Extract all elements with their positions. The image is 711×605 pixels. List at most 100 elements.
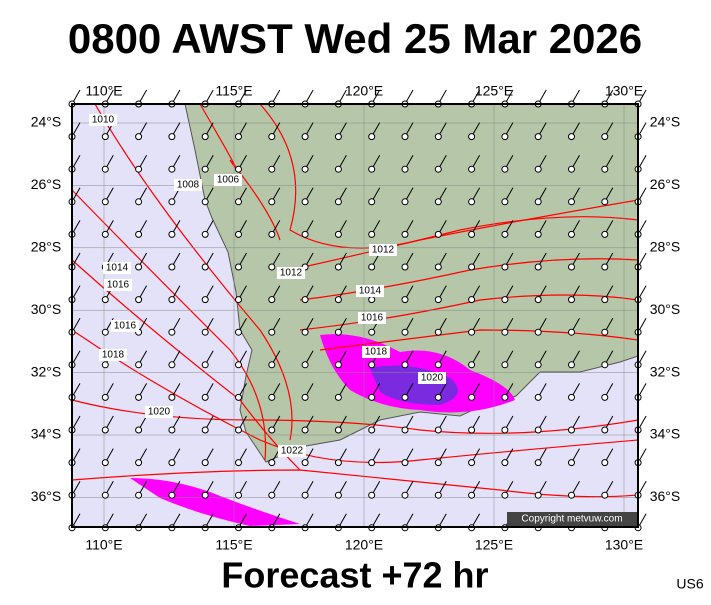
wind-station [235,361,242,369]
isobar-label-bg [103,262,131,274]
wind-station [534,296,542,304]
lon-label: 115°E [215,537,252,553]
isobar-label: 1016 [114,321,137,332]
wind-station [534,165,542,173]
wind-station [468,230,476,238]
wind-station [468,328,476,336]
isobar-label-bg [278,445,306,457]
wind-station [101,230,109,238]
isobar-label-bg [369,244,397,256]
wind-station [301,133,309,141]
wind-station [501,459,509,467]
wind-station [235,198,242,206]
wind-station [268,230,276,238]
title: 0800 AWST Wed 25 Mar 2026 [68,15,642,62]
wind-station [434,296,442,304]
wind-station [101,198,109,206]
lat-label: 30°S [650,301,681,317]
wind-station [368,133,376,141]
wind-station [268,459,276,467]
wind-station [301,491,309,499]
wind-station [401,459,409,467]
wind-station [501,198,509,206]
wind-station [101,491,109,499]
isobar-label-bg [104,279,132,291]
isobar-label: 1018 [365,347,388,358]
isobar-label-bg [277,267,305,279]
wind-station [235,296,242,304]
wind-station [601,491,609,499]
wind-station [468,165,476,173]
wind-station [601,328,609,336]
wind-station [401,393,409,401]
wind-station [568,230,575,238]
wind-station [601,198,609,206]
copyright: Copyright metvuw.com [521,514,622,525]
wind-station [434,133,442,141]
isobar-label: 1012 [280,268,303,279]
wind-station [534,263,542,271]
wind-station [334,133,342,141]
wind-station [368,328,376,336]
wind-station [334,361,342,369]
wind-station [135,165,143,173]
isobar-label-bg [214,174,242,186]
lon-label: 130°E [605,537,643,553]
lat-label: 26°S [31,176,62,192]
wind-station [468,459,476,467]
lat-label: 32°S [31,363,62,379]
wind-station [168,133,176,141]
wind-station [201,426,209,434]
wind-station [401,133,409,141]
wind-station [468,133,476,141]
wind-station [534,328,542,336]
wind-station [135,459,143,467]
wind-station [201,165,209,173]
wind-station [301,328,309,336]
wind-station [368,393,376,401]
wind-station [434,263,442,271]
wind-station [334,393,342,401]
wind-station [501,393,509,401]
wind-station [501,328,509,336]
isobar-label: 1012 [372,245,395,256]
wind-station [168,459,176,467]
wind-station [401,296,409,304]
wind-station [434,361,442,369]
wind-station [168,263,176,271]
isobar-label-bg [418,372,446,384]
wind-station [401,426,409,434]
isobar-label: 1008 [177,180,200,191]
wind-station [301,230,309,238]
wind-station [135,133,143,141]
wind-station [468,393,476,401]
wind-station [434,328,442,336]
wind-station [434,165,442,173]
wind-station [601,133,609,141]
wind-station [401,491,409,499]
lon-label: 120°E [345,83,383,99]
wind-station [334,328,342,336]
wind-station [268,165,276,173]
wind-station [534,491,542,499]
wind-station [268,393,276,401]
wind-station [101,133,109,141]
wind-station [334,165,342,173]
isobar-label-bg [99,349,127,361]
wind-station [568,198,575,206]
lat-label: 34°S [31,426,62,442]
wind-station [534,361,542,369]
wind-station [235,426,242,434]
wind-station [235,133,242,141]
wind-station [434,491,442,499]
wind-station [235,393,242,401]
wind-station [135,361,143,369]
isobar-label: 1020 [421,373,444,384]
wind-station [368,165,376,173]
wind-station [501,165,509,173]
wind-station [368,491,376,499]
isobars [71,103,639,498]
wind-station [201,361,209,369]
wind-station [601,263,609,271]
wind-station [101,328,109,336]
